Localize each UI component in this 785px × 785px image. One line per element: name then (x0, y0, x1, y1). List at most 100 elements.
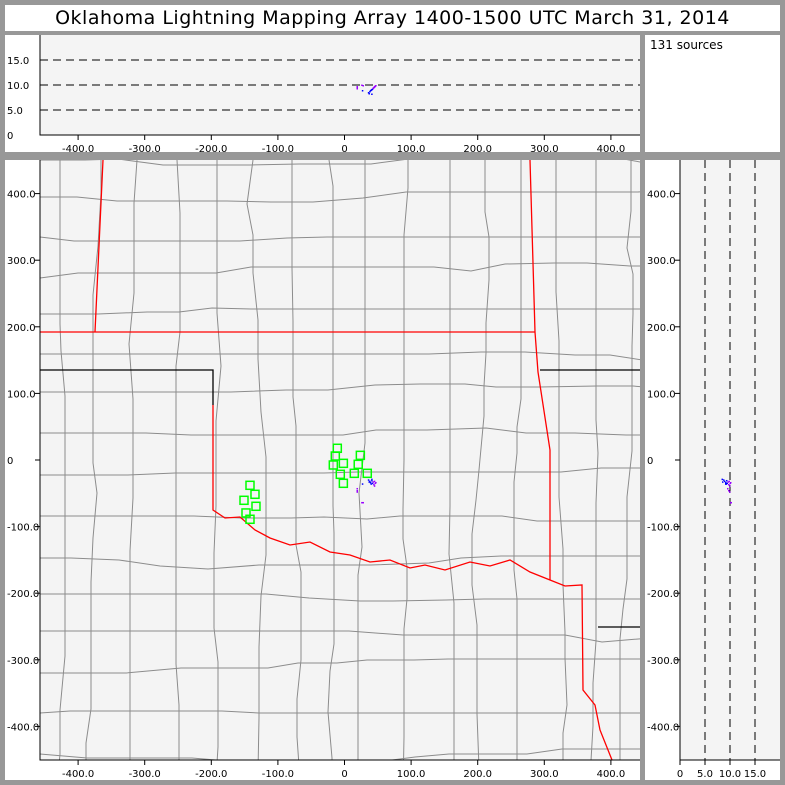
source-point-alt-x (371, 93, 373, 95)
source-point-alt-x (361, 84, 363, 86)
source-point (369, 481, 372, 484)
station-marker (250, 489, 260, 500)
county-line (448, 160, 455, 760)
source-point-alt-y (729, 485, 731, 487)
source-point-alt-y (724, 480, 726, 483)
x-tick-label: -400.0 (62, 769, 94, 780)
source-point-alt-x (375, 85, 377, 87)
source-point-alt-y (726, 479, 728, 482)
y-tick-label: 100.0 (7, 389, 36, 400)
top-x-tick-label: -300.0 (129, 144, 161, 155)
top-x-tick-label: 400.0 (597, 144, 626, 155)
source-point-alt-y (727, 487, 729, 490)
top-x-tick-label: 100.0 (397, 144, 426, 155)
county-line (40, 710, 640, 714)
county-line (58, 160, 66, 760)
source-point-alt-y (728, 480, 730, 483)
source-point-alt-y (725, 483, 727, 485)
station-marker (245, 480, 255, 491)
top-x-tick-label: 0 (341, 144, 347, 155)
right-y-tick-label: 100.0 (647, 389, 676, 400)
y-tick-label: 400.0 (7, 190, 36, 201)
county-line (327, 160, 335, 760)
station-marker (338, 458, 349, 469)
y-tick-label: -400.0 (7, 722, 39, 733)
county-line (213, 160, 222, 760)
source-point-alt-y (727, 481, 729, 483)
county-line (590, 160, 599, 760)
source-point (367, 479, 370, 481)
x-tick-label: -300.0 (129, 769, 161, 780)
y-tick-label: -200.0 (7, 589, 39, 600)
county-line (85, 160, 102, 760)
top-x-tick-label: 200.0 (463, 144, 492, 155)
source-point (372, 481, 374, 483)
station-marker (328, 460, 339, 470)
source-point-alt-x (367, 92, 370, 94)
y-tick-label: -300.0 (7, 656, 39, 667)
x-tick-label: 400.0 (597, 769, 626, 780)
county-line (40, 383, 640, 393)
source-point-alt-x (368, 93, 370, 95)
top-x-tick-label: 300.0 (530, 144, 559, 155)
source-point (361, 501, 363, 504)
source-point (356, 491, 358, 493)
source-point-alt-y (728, 483, 730, 486)
right-x-tick-label: 15.0 (744, 769, 766, 780)
top-axes (39, 35, 640, 136)
county-line (471, 160, 490, 760)
source-point-alt-y (728, 489, 730, 492)
source-point (371, 479, 373, 482)
county-line (40, 160, 640, 166)
source-point (362, 501, 364, 504)
source-point (371, 478, 373, 481)
source-point-alt-y (721, 478, 723, 481)
source-point-alt-y (729, 491, 731, 493)
state-line-red (40, 160, 551, 580)
y-tick-label: -100.0 (7, 523, 39, 534)
top-x-tick-label: -400.0 (62, 144, 94, 155)
top-x-tick-label: -200.0 (195, 144, 227, 155)
county-line (40, 467, 640, 476)
info-panel: 131 sources (645, 35, 780, 152)
county-line (513, 160, 522, 760)
county-line (128, 160, 138, 760)
right-x-tick-label: 5.0 (697, 769, 713, 780)
county-line (555, 160, 568, 760)
x-tick-label: 200.0 (463, 769, 492, 780)
y-tick-label: 0 (7, 456, 13, 467)
county-line (619, 160, 634, 760)
right-y-tick-label: -300.0 (647, 656, 679, 667)
station-marker (353, 459, 363, 470)
source-point-alt-x (369, 91, 371, 93)
station-marker (355, 450, 366, 461)
source-point (373, 483, 375, 486)
station-marker (245, 514, 255, 525)
source-point-alt-x (361, 90, 364, 92)
station-marker (251, 501, 261, 512)
source-point-alt-y (730, 481, 732, 484)
figure-title: Oklahoma Lightning Mapping Array 1400-15… (5, 5, 780, 31)
x-tick-label: -200.0 (195, 769, 227, 780)
county-line (40, 262, 640, 279)
station-marker (335, 469, 346, 480)
source-point (368, 481, 370, 483)
source-point-alt-x (371, 88, 374, 90)
x-tick-label: -100.0 (262, 769, 294, 780)
station-marker (362, 468, 373, 479)
county-line (246, 160, 267, 760)
station-marker (330, 451, 341, 461)
county-line (40, 555, 640, 570)
county-line (40, 307, 640, 315)
x-tick-label: 300.0 (530, 769, 559, 780)
source-point (371, 482, 374, 485)
right-y-tick-label: -100.0 (647, 523, 679, 534)
source-point-alt-x (373, 86, 376, 88)
source-point-alt-x (356, 87, 358, 89)
source-point-alt-y (725, 481, 727, 484)
source-point-alt-x (370, 89, 372, 91)
x-tick-label: 100.0 (397, 769, 426, 780)
county-line (402, 160, 409, 760)
top-y-tick-label: 5.0 (7, 106, 23, 117)
